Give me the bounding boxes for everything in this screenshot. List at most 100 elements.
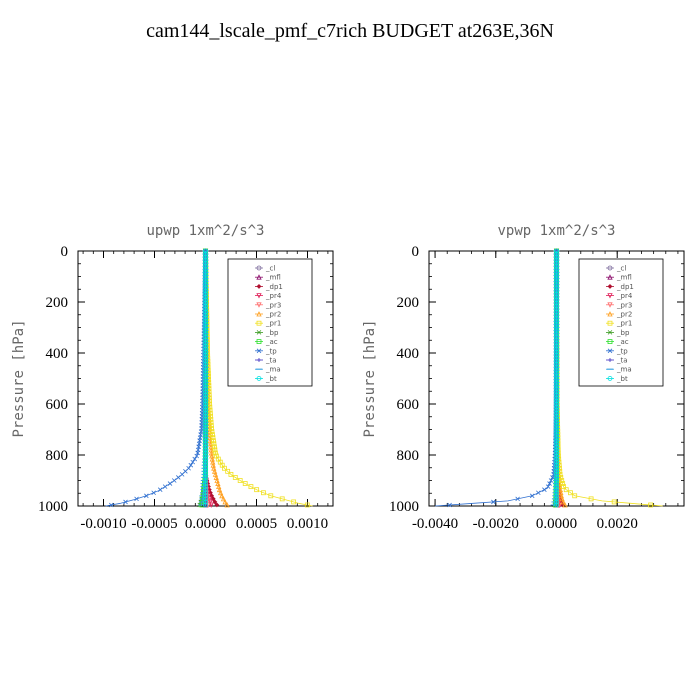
legend-label: _ac — [265, 338, 278, 346]
data-point — [203, 429, 208, 434]
data-point — [211, 441, 217, 447]
x-tick-label: -0.0005 — [131, 516, 177, 532]
legend-box — [578, 258, 664, 387]
data-point — [554, 312, 559, 318]
data-point — [203, 331, 208, 337]
data-point — [554, 288, 559, 294]
legend-item: _pr3 — [255, 301, 281, 309]
data-point — [554, 490, 559, 496]
data-point — [208, 419, 214, 425]
data-point — [203, 270, 208, 275]
data-point — [203, 475, 208, 480]
data-point — [203, 325, 208, 330]
data-point — [554, 352, 559, 358]
legend-item: _tp — [606, 347, 628, 355]
legend: _cl_mfl_dp1_pr4_pr3_pr2_pr1_bp_ac_tp_ta_… — [227, 258, 313, 387]
data-point — [545, 484, 551, 489]
data-point — [209, 429, 215, 434]
data-point — [554, 487, 559, 493]
data-point — [212, 499, 218, 505]
data-point — [554, 276, 559, 281]
data-point — [217, 489, 224, 496]
data-point — [554, 441, 559, 447]
data-point — [554, 459, 559, 465]
x-tick-label: 0.0000 — [536, 516, 577, 532]
data-point — [203, 450, 208, 456]
data-point — [203, 303, 208, 309]
data-point — [203, 389, 208, 395]
data-point — [203, 496, 208, 502]
data-point — [554, 398, 559, 404]
data-point — [554, 248, 559, 254]
data-point — [203, 392, 208, 398]
legend-marker — [607, 348, 613, 354]
data-point — [203, 398, 208, 404]
y-tick-label: 200 — [397, 295, 420, 311]
legend-marker — [256, 302, 262, 308]
data-point — [203, 401, 208, 407]
y-tick-label: 400 — [397, 346, 420, 362]
y-axis-label: Pressure [hPa] — [362, 319, 378, 437]
legend-label: _dp1 — [265, 283, 283, 291]
data-point — [554, 340, 559, 346]
data-point — [554, 407, 559, 413]
data-point — [203, 294, 208, 300]
legend-item: _mfl — [606, 274, 632, 282]
legend-label: _tp — [265, 347, 277, 355]
x-tick-label: 0.0005 — [236, 516, 277, 532]
data-point — [554, 374, 559, 379]
y-tick-label: 200 — [46, 295, 69, 311]
data-point — [210, 432, 215, 438]
data-point — [203, 355, 208, 361]
data-point — [554, 478, 559, 483]
data-point — [554, 273, 559, 278]
legend-label: _dp1 — [616, 283, 634, 291]
legend-marker — [256, 339, 262, 345]
data-point — [203, 471, 208, 477]
data-point — [554, 465, 559, 471]
data-point — [203, 257, 208, 263]
data-point — [554, 270, 559, 275]
data-point — [554, 263, 559, 269]
data-point — [203, 478, 208, 483]
legend-label: _pr3 — [616, 301, 632, 309]
data-point — [203, 383, 208, 389]
data-point — [203, 432, 208, 438]
x-tick-label: -0.0020 — [473, 516, 519, 532]
data-point — [554, 493, 559, 499]
data-point — [554, 444, 559, 450]
data-point — [123, 499, 128, 505]
legend-item: _ac — [255, 338, 278, 346]
data-point — [554, 419, 559, 425]
data-point — [207, 499, 213, 505]
data-point — [237, 478, 243, 483]
data-point — [291, 499, 297, 505]
data-point — [108, 502, 114, 508]
legend-item: _pr1 — [255, 320, 281, 328]
data-point — [279, 496, 285, 502]
data-point — [203, 266, 208, 272]
data-point — [208, 423, 214, 428]
data-point — [203, 291, 208, 297]
data-point — [559, 495, 565, 502]
legend-item: _bt — [255, 375, 277, 383]
data-point — [611, 499, 617, 505]
data-point — [254, 487, 260, 493]
data-point — [554, 410, 559, 416]
x-tick-label: 0.0000 — [185, 516, 226, 532]
legend-item: _ma — [255, 366, 281, 374]
data-point — [203, 499, 208, 505]
data-point — [554, 367, 559, 373]
data-point — [554, 447, 559, 453]
data-point — [203, 364, 208, 370]
data-point — [248, 484, 254, 490]
data-point — [554, 370, 559, 376]
legend-label: _bt — [265, 375, 277, 383]
data-point — [563, 487, 569, 493]
data-point — [208, 416, 214, 422]
data-point — [554, 383, 559, 389]
data-point — [134, 496, 139, 502]
data-point — [554, 266, 559, 272]
data-point — [203, 468, 208, 474]
